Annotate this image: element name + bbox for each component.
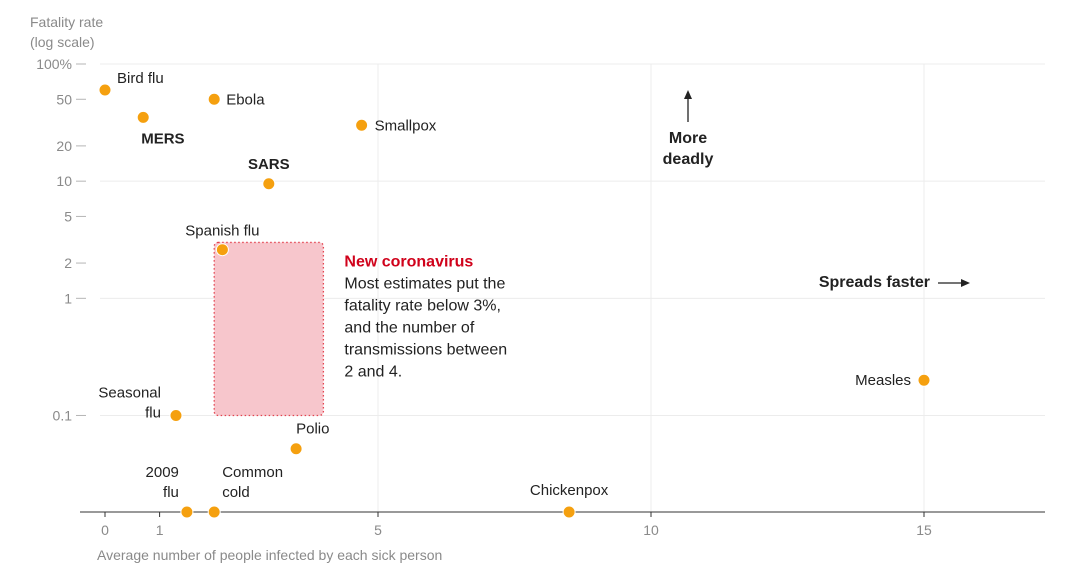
- point-ebola: [207, 92, 221, 106]
- more-deadly-label: More: [669, 130, 707, 147]
- coronavirus-annotation-text: transmissions between: [344, 341, 507, 358]
- label-chickenpox: Chickenpox: [530, 482, 609, 499]
- annotations: New coronavirus Most estimates put the fat…: [344, 90, 970, 380]
- y-tick-label: 1: [64, 290, 72, 306]
- y-tick-label: 2: [64, 255, 72, 271]
- label-2009-flu: 2009: [146, 464, 179, 481]
- point-measles: [917, 373, 931, 387]
- y-axis-title: Fatality rate: [30, 14, 103, 30]
- label-common-cold: Common: [222, 464, 283, 481]
- label-mers: MERS: [141, 130, 184, 147]
- more-deadly-label: deadly: [663, 151, 714, 168]
- y-tick-label: 50: [56, 91, 72, 107]
- coronavirus-region: [213, 241, 325, 417]
- y-tick-label: 5: [64, 208, 72, 224]
- x-axis-title: Average number of people infected by eac…: [97, 547, 442, 563]
- point-2009-flu: [180, 505, 194, 519]
- label-seasonal-flu: Seasonal: [98, 384, 161, 401]
- point-mers: [136, 110, 150, 124]
- coronavirus-annotation-text: 2 and 4.: [344, 363, 402, 380]
- x-tick-label: 0: [101, 522, 109, 538]
- label-measles: Measles: [855, 372, 911, 389]
- label-bird-flu: Bird flu: [117, 70, 164, 87]
- label-ebola: Ebola: [226, 91, 265, 108]
- point-labels: Bird flu MERS Ebola Smallpox SARS Spanish flu…: [98, 70, 911, 501]
- label-2009-flu: flu: [163, 484, 179, 501]
- point-common-cold: [207, 505, 221, 519]
- y-tick-label: 100%: [36, 56, 72, 72]
- coronavirus-annotation-title: New coronavirus: [344, 253, 473, 270]
- point-polio: [289, 442, 303, 456]
- label-seasonal-flu: flu: [145, 404, 161, 421]
- y-tick-label: 0.1: [53, 407, 73, 423]
- y-tick-label: 10: [56, 173, 72, 189]
- x-tick-label: 10: [643, 522, 659, 538]
- up-arrow-icon: [684, 90, 692, 99]
- x-tick-label: 5: [374, 522, 382, 538]
- right-arrow-icon: [961, 279, 970, 287]
- y-tick-label: 20: [56, 138, 72, 154]
- y-axis-title: (log scale): [30, 34, 95, 50]
- coronavirus-annotation-text: Most estimates put the: [344, 275, 505, 292]
- point-spanish-flu: [215, 243, 229, 257]
- point-smallpox: [355, 118, 369, 132]
- spreads-faster-label: Spreads faster: [819, 274, 930, 291]
- label-sars: SARS: [248, 156, 290, 173]
- coronavirus-annotation-text: and the number of: [344, 319, 474, 336]
- point-chickenpox: [562, 505, 576, 519]
- x-tick-label: 1: [156, 522, 164, 538]
- coronavirus-range-box: [213, 241, 325, 417]
- label-polio: Polio: [296, 421, 329, 438]
- x-tick-label: 15: [916, 522, 932, 538]
- label-smallpox: Smallpox: [375, 117, 437, 134]
- label-spanish-flu: Spanish flu: [185, 223, 259, 240]
- point-sars: [262, 177, 276, 191]
- label-common-cold: cold: [222, 484, 250, 501]
- point-bird-flu: [98, 83, 112, 97]
- point-seasonal-flu: [169, 408, 183, 422]
- data-points: [98, 83, 931, 519]
- coronavirus-annotation-text: fatality rate below 3%,: [344, 297, 501, 314]
